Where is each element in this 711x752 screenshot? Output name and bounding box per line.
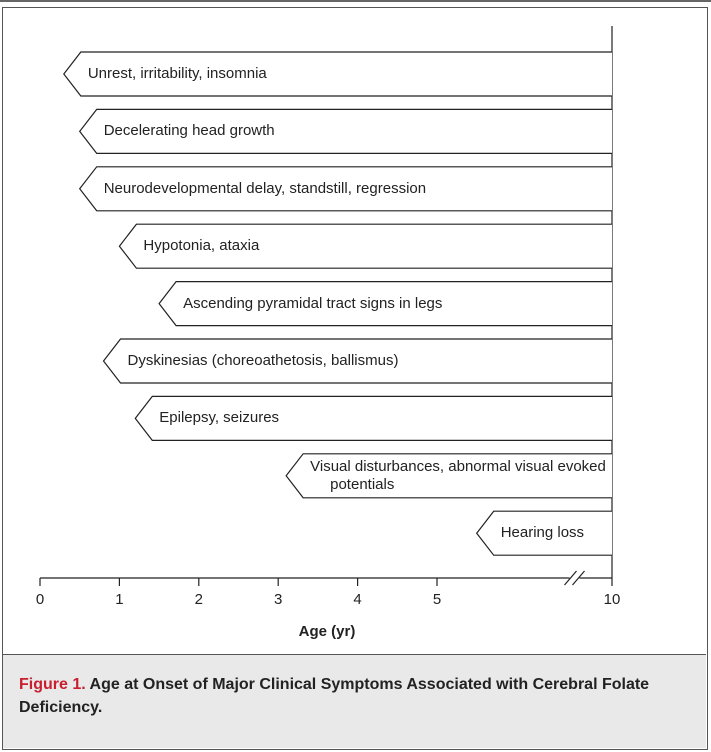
x-tick-label: 0 — [36, 591, 44, 608]
x-tick-label: 2 — [195, 591, 203, 608]
symptom-label: Unrest, irritability, insomnia — [87, 65, 267, 82]
symptom-label: Ascending pyramidal tract signs in legs — [183, 294, 443, 312]
caption-text: Age at Onset of Major Clinical Symptoms … — [19, 676, 650, 716]
symptom-label: Epilepsy, seizures — [159, 409, 280, 427]
symptom-label: Visual disturbances, abnormal visual evo… — [310, 457, 606, 493]
onset-arrow — [78, 108, 612, 154]
x-tick-label: 4 — [353, 591, 361, 608]
x-tick-label: 5 — [433, 591, 441, 608]
onset-arrow — [118, 223, 612, 269]
onset-arrow — [78, 166, 612, 212]
frame — [2, 7, 708, 750]
onset-arrow — [158, 281, 612, 327]
symptom-label: Dyskinesias (choreoathetosis, ballismus) — [127, 352, 399, 369]
symptom-label: Decelerating head growth — [103, 122, 275, 140]
onset-arrow — [63, 51, 612, 97]
caption-label: Figure 1. — [19, 676, 86, 693]
symptom-label: Hypotonia, ataxia — [143, 237, 260, 255]
onset-arrow — [285, 453, 612, 499]
axis-break-gap — [569, 576, 580, 580]
symptom-label: Hearing loss — [500, 524, 585, 542]
caption: Figure 1. Age at Onset of Major Clinical… — [3, 654, 706, 748]
x-tick-label: 1 — [115, 591, 123, 608]
axis-break — [572, 570, 585, 586]
onset-arrow — [475, 510, 612, 556]
x-tick-label: 10 — [604, 591, 621, 608]
axis-break — [564, 570, 577, 586]
onset-arrow — [102, 338, 612, 384]
x-axis-label: Age (yr) — [299, 623, 356, 640]
onset-arrow — [134, 395, 612, 441]
x-tick-label: 3 — [274, 591, 282, 608]
symptom-label: Neurodevelopmental delay, standstill, re… — [103, 179, 427, 197]
